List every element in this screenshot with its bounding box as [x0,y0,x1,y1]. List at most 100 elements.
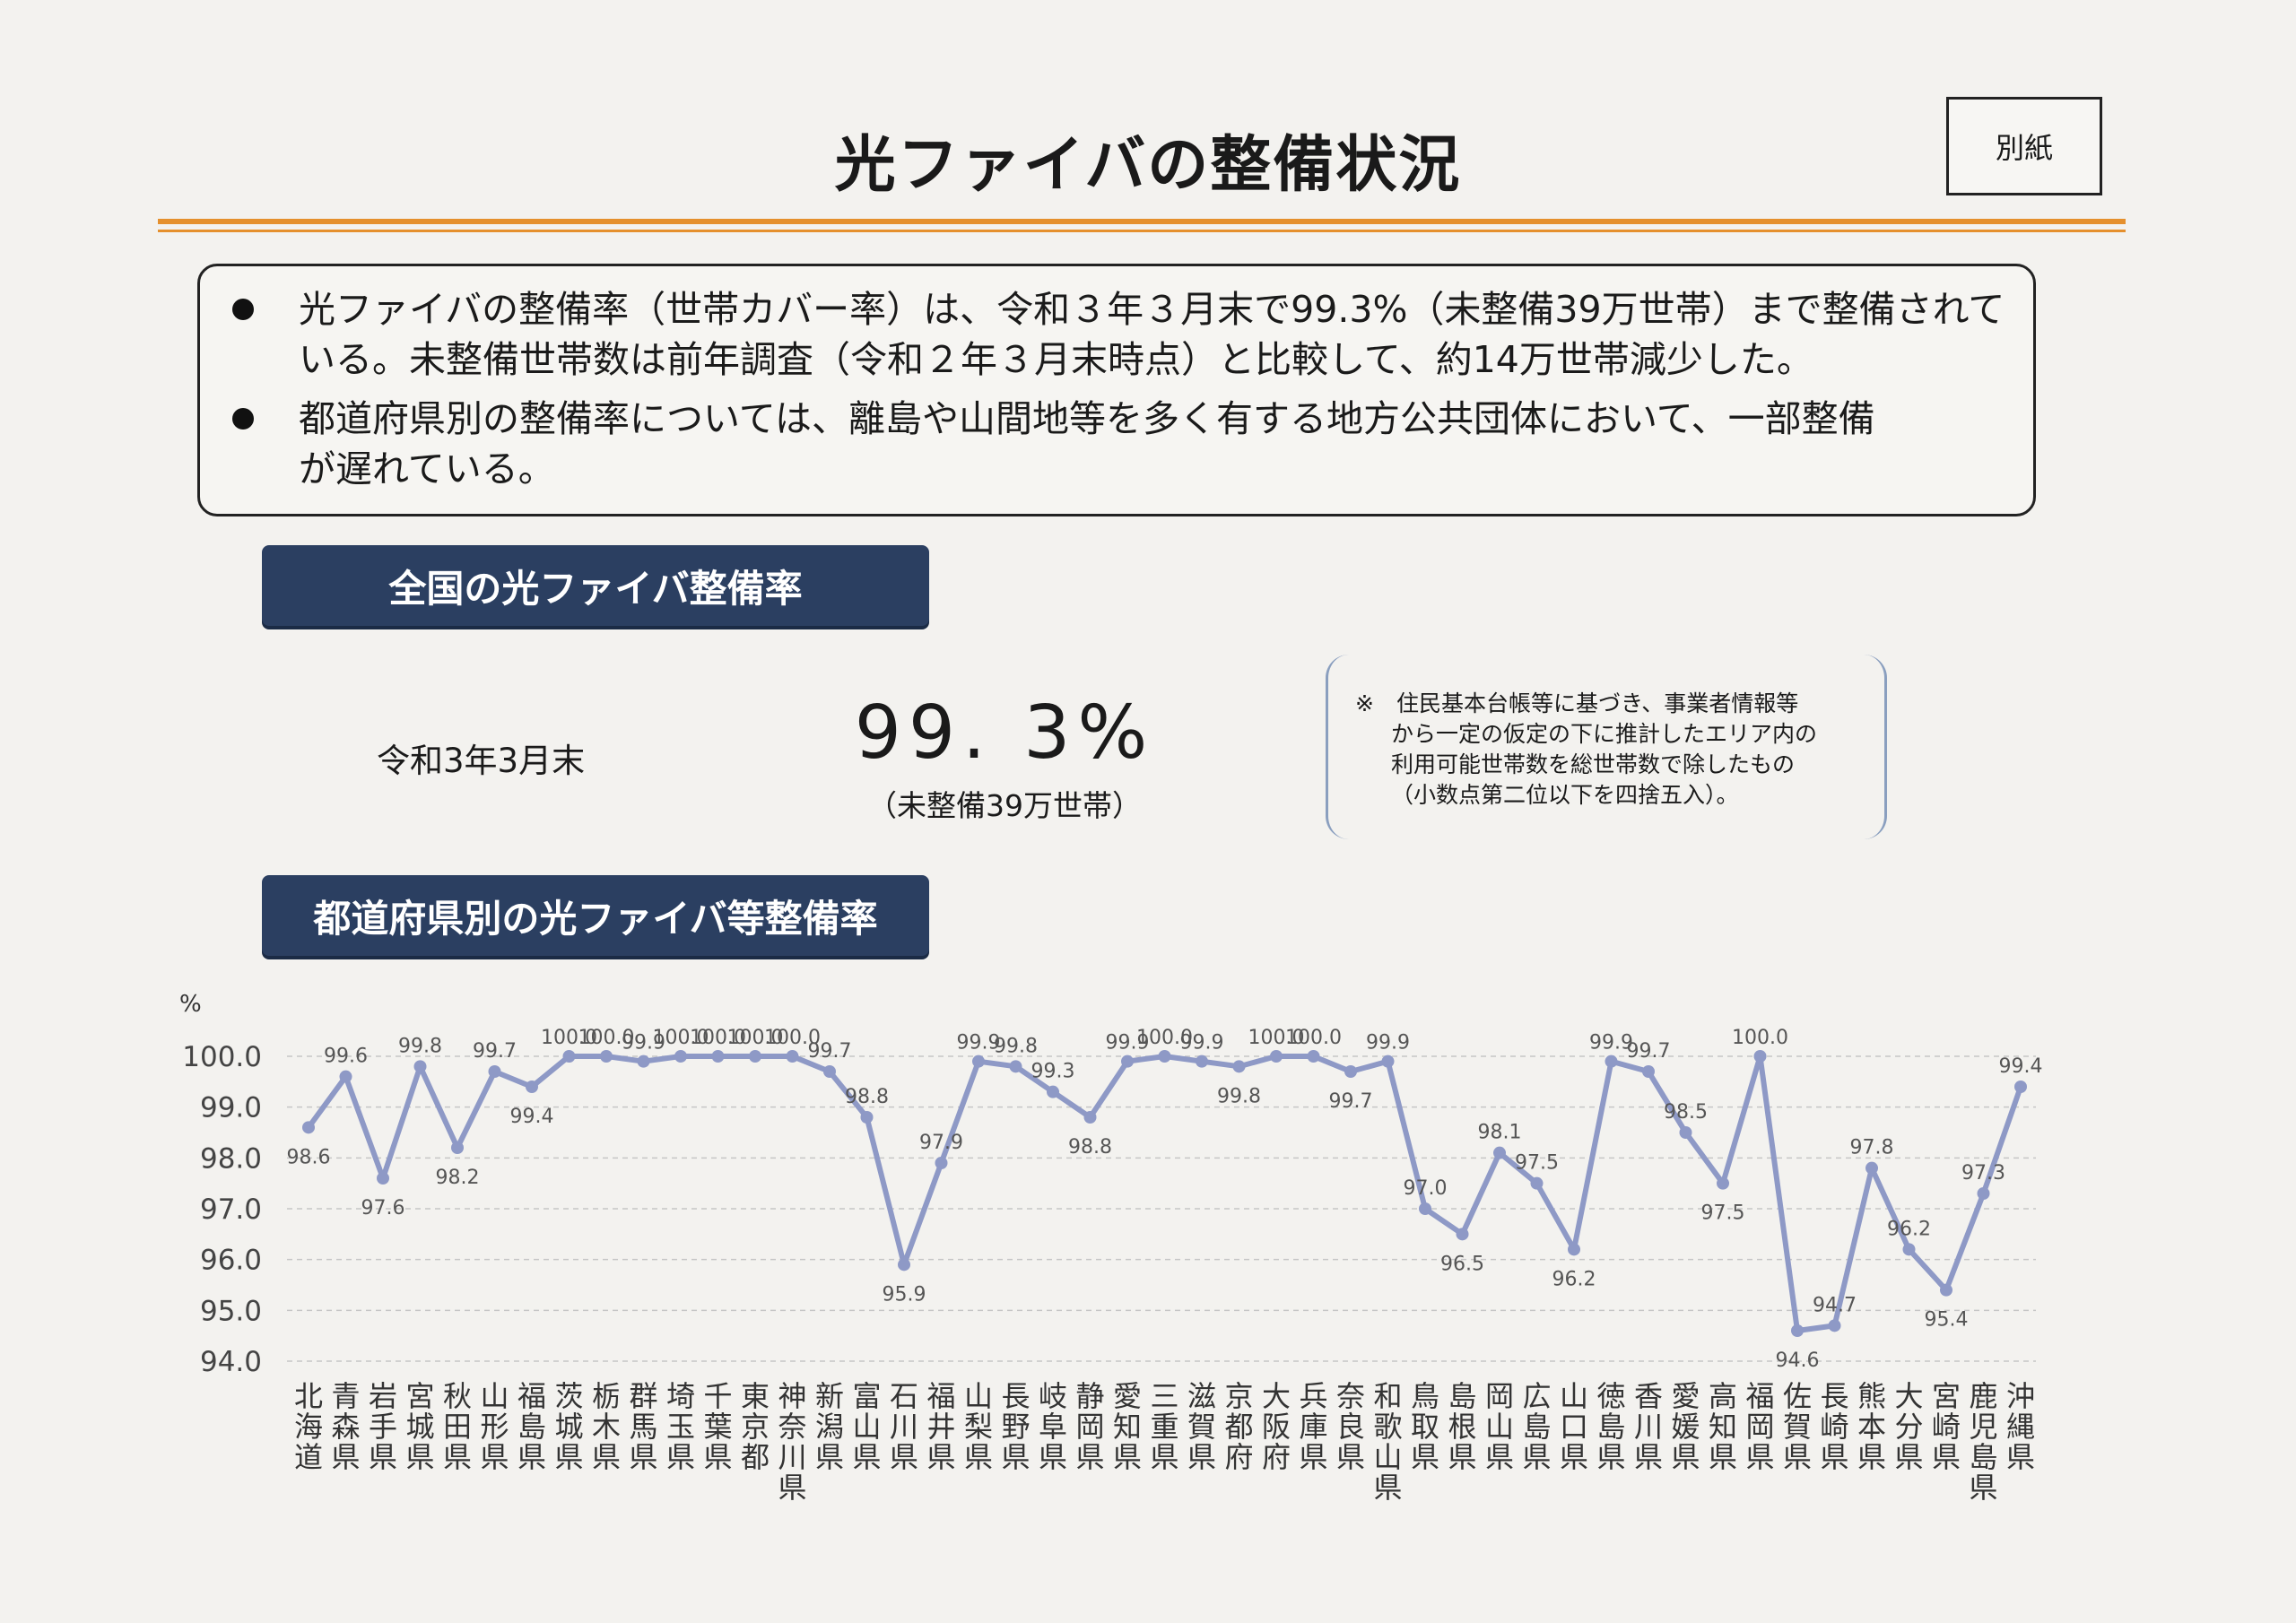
data-label: 100.0 [1248,1027,1305,1049]
x-tick-label: 大阪府 [1262,1379,1291,1474]
x-tick-char: 県 [1336,1440,1365,1474]
x-tick-label: 秋田県 [443,1379,472,1474]
x-tick-char: 神 [778,1379,806,1413]
x-tick-char: 山 [852,1410,881,1444]
x-tick-char: 奈 [1336,1379,1365,1413]
x-tick-char: 府 [1262,1440,1291,1474]
x-tick-label: 山形県 [480,1379,509,1474]
x-tick-char: 福 [517,1379,546,1413]
x-tick-char: 県 [1932,1440,1961,1474]
data-point [1753,1050,1767,1063]
data-label: 100.0 [541,1027,597,1049]
summary-bullet-text: 都道府県別の整備率については、離島や山間地等を多く有する地方公共団体において、一… [299,394,2015,494]
x-tick-char: 岡 [1485,1379,1514,1413]
x-tick-char: 県 [480,1440,509,1474]
data-point [1121,1055,1134,1068]
data-label: 95.4 [1925,1309,1969,1332]
x-tick-char: 知 [1113,1410,1142,1444]
x-tick-label: 茨城県 [554,1379,583,1474]
data-point [823,1065,836,1078]
x-tick-char: 宮 [405,1379,434,1413]
x-tick-label: 福島県 [517,1379,546,1474]
x-tick-char: 新 [815,1379,844,1413]
x-tick-label: 沖縄県 [2006,1379,2035,1474]
data-label: 99.9 [1589,1032,1633,1055]
x-tick-label: 千葉県 [703,1379,732,1474]
x-tick-label: 島根県 [1448,1379,1476,1474]
x-tick-label: 宮城県 [405,1379,434,1474]
prefecture-rate-header: 都道府県別の光ファイバ等整備率 [262,875,929,956]
x-tick-char: 馬 [629,1410,657,1444]
data-label: 94.7 [1813,1294,1857,1316]
x-tick-char: 島 [1522,1410,1551,1444]
x-tick-char: 縄 [2006,1410,2035,1444]
x-tick-label: 福井県 [926,1379,955,1474]
data-point [413,1060,427,1073]
x-tick-char: 秋 [443,1379,472,1413]
x-tick-char: 東 [741,1379,770,1413]
data-point [600,1050,613,1063]
data-label: 98.5 [1664,1101,1708,1124]
series-line [306,1054,2023,1333]
x-tick-label: 鹿児島県 [1969,1379,1997,1505]
data-label: 100.0 [578,1027,635,1049]
data-point [302,1121,315,1134]
data-label: 97.5 [1701,1202,1745,1225]
x-tick-char: 岐 [1039,1379,1067,1413]
data-point [1270,1050,1283,1063]
x-tick-char: 梨 [964,1410,993,1444]
x-tick-char: 和 [1373,1379,1402,1413]
data-point [972,1055,985,1068]
x-tick-char: 賀 [1187,1410,1216,1444]
x-tick-char: 岩 [369,1379,397,1413]
data-point [451,1141,464,1154]
data-point [1940,1283,1952,1297]
data-label: 99.3 [1031,1061,1075,1083]
x-tick-char: 木 [592,1410,621,1444]
x-tick-char: 分 [1894,1410,1923,1444]
x-tick-char: 島 [1969,1440,1997,1474]
data-label: 99.8 [1217,1085,1261,1107]
x-tick-char: 山 [1560,1379,1588,1413]
x-tick-char: 佐 [1783,1379,1812,1413]
x-tick-char: 県 [369,1440,397,1474]
x-tick-char: 山 [1373,1440,1402,1474]
data-point [749,1050,761,1063]
x-tick-char: 賀 [1783,1410,1812,1444]
data-point [1381,1055,1395,1068]
x-tick-char: 兵 [1299,1379,1327,1413]
y-tick-label: 97.0 [200,1193,262,1226]
x-tick-char: 本 [1857,1410,1886,1444]
method-note: ※ 住民基本台帳等に基づき、事業者情報等 から一定の仮定の下に推計したエリア内の… [1326,655,1887,839]
national-date-label: 令和3年3月末 [377,742,586,780]
data-point [1605,1055,1618,1068]
x-tick-char: 茨 [554,1379,583,1413]
y-tick-label: 99.0 [200,1092,262,1124]
note-line: 利用可能世帯数を総世帯数で除したもの [1391,751,1796,777]
x-tick-char: 井 [926,1410,955,1444]
x-tick-label: 長崎県 [1820,1379,1848,1474]
x-tick-char: 京 [1224,1379,1253,1413]
x-tick-char: 県 [592,1440,621,1474]
data-label: 96.2 [1552,1268,1596,1290]
data-point [1493,1146,1506,1159]
x-tick-label: 広島県 [1522,1379,1551,1474]
x-tick-char: 県 [405,1440,434,1474]
data-label: 98.6 [287,1146,331,1168]
x-tick-char: 鹿 [1969,1379,1997,1413]
x-tick-char: 島 [1596,1410,1625,1444]
y-tick-label: 95.0 [200,1295,262,1327]
data-point [562,1050,576,1063]
data-label: 98.2 [436,1167,480,1189]
data-point [1568,1243,1580,1256]
x-tick-label: 栃木県 [592,1379,621,1474]
x-tick-char: 京 [741,1410,770,1444]
x-tick-char: 口 [1560,1410,1588,1444]
x-tick-char: 富 [852,1379,881,1413]
data-point [1083,1111,1097,1124]
x-tick-label: 佐賀県 [1783,1379,1812,1474]
note-line: （小数点第二位以下を四捨五入）。 [1391,782,1739,808]
title-rule-thin [158,230,2126,232]
national-rate-header-label: 全国の光ファイバ整備率 [388,566,803,611]
x-tick-label: 東京都 [741,1379,770,1474]
